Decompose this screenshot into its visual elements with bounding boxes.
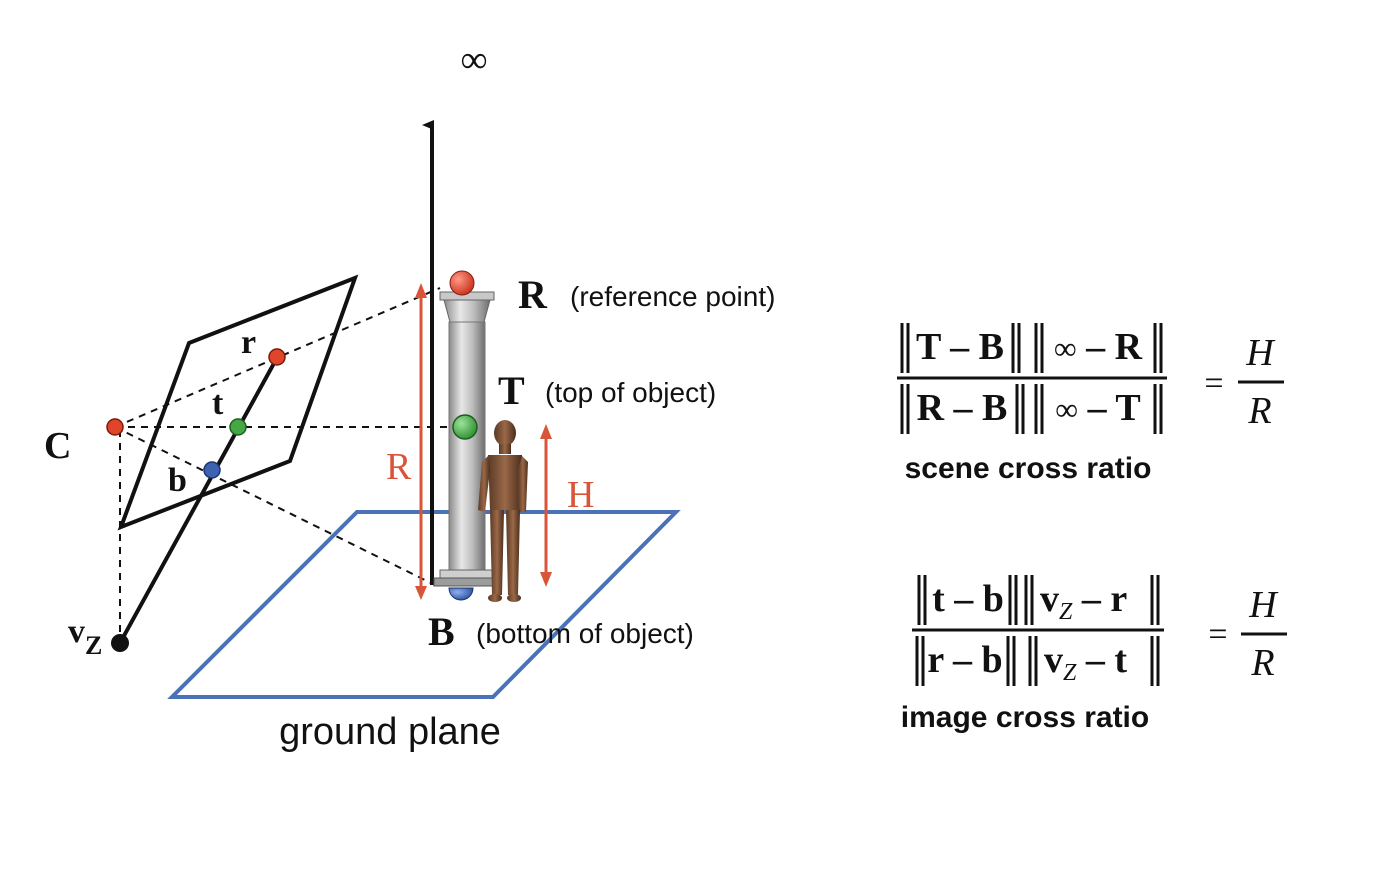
T-point-label: T [498,368,525,413]
R-point-desc: (reference point) [570,281,775,312]
image-den-rest: – t [1076,639,1127,681]
scene-caption: scene cross ratio [905,452,1152,485]
image-num-v: v [1040,578,1059,620]
r-label: r [241,324,256,361]
R-ball [449,270,475,296]
ground-plane [167,510,681,699]
scene-den-left: R – B [917,387,1008,429]
t-label: t [212,385,224,422]
T-point-desc: (top of object) [545,377,716,408]
scene-num-inf: ∞ [1054,330,1077,366]
column [433,291,497,587]
svg-text:vZ – t: vZ – t [1044,639,1127,686]
image-cross-ratio-equation: t – b vZ – r r – b vZ – t = H R image cr… [901,575,1287,734]
infinity-label: ∞ [460,39,487,81]
svg-text:∞ – R: ∞ – R [1054,326,1143,368]
scene-num-rest: – R [1077,326,1143,368]
vanishing-line [118,355,280,644]
image-equals: = [1208,616,1227,653]
image-den-left: r – b [927,639,1002,681]
vz-point [111,634,129,652]
image-num-rest: – r [1072,578,1127,620]
R-point-label: R [518,272,548,317]
C-label: C [44,425,71,467]
projection-rays [114,287,448,640]
image-num-left: t – b [932,578,1004,620]
image-caption: image cross ratio [901,701,1149,734]
image-den-sub: Z [1063,660,1077,686]
svg-text:vZ – r: vZ – r [1040,578,1127,625]
b-point [203,461,221,479]
R-height-arrow [415,283,427,600]
R-height-label: R [386,446,412,488]
camera-center-point [106,418,124,436]
B-ball [448,587,474,601]
scene-rhs-den: R [1247,390,1271,432]
person-figure [478,420,528,602]
image-den-v: v [1044,639,1063,681]
scene-num-left: T – B [916,326,1004,368]
svg-text:∞ – T: ∞ – T [1055,387,1140,429]
scene-cross-ratio-equation: T – B ∞ – R R – B ∞ – T = H R scene cros… [897,323,1284,485]
image-rhs-num: H [1248,584,1279,626]
scene-den-rest: – T [1078,387,1141,429]
ground-plane-label: ground plane [279,711,501,753]
image-rhs-den: R [1250,642,1274,684]
H-height-label: H [567,474,594,516]
image-num-sub: Z [1059,599,1073,625]
b-label: b [168,462,187,499]
B-point-label: B [428,609,455,654]
scene-equals: = [1204,365,1223,402]
t-point [229,418,247,436]
H-height-arrow [540,424,552,587]
r-point [268,348,286,366]
scene-den-inf: ∞ [1055,391,1078,427]
image-plane [117,274,359,531]
scene-rhs-num: H [1245,332,1276,374]
vz-label: vZ [68,613,102,660]
B-point-desc: (bottom of object) [476,618,694,649]
T-ball [452,414,478,440]
